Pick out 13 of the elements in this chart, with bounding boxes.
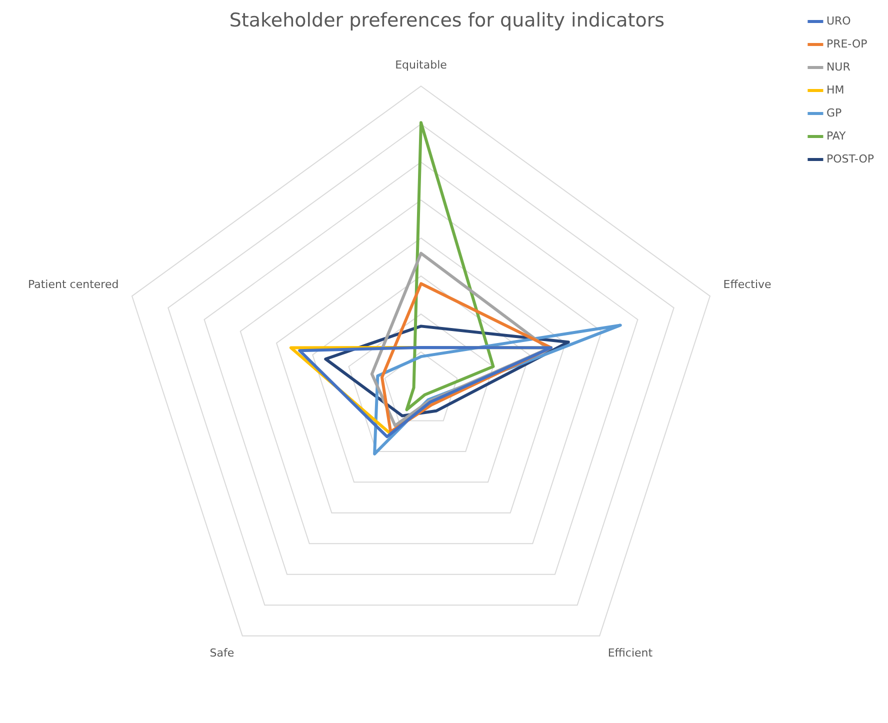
- chart-title: Stakeholder preferences for quality indicators: [229, 9, 665, 32]
- legend-label: HM: [826, 83, 844, 96]
- legend-label: GP: [826, 106, 842, 120]
- legend-label: POST-OP: [826, 152, 874, 166]
- spoke-label: Safe: [210, 646, 234, 660]
- legend-label: PAY: [826, 129, 846, 142]
- spoke-label: Efficient: [608, 646, 654, 660]
- legend-label: NUR: [826, 60, 851, 74]
- spoke-label: Patient centered: [28, 278, 119, 292]
- legend-label: URO: [826, 14, 852, 28]
- spoke-label: Effective: [723, 278, 772, 292]
- spoke-label: Equitable: [395, 58, 448, 72]
- legend-label: PRE-OP: [826, 37, 868, 50]
